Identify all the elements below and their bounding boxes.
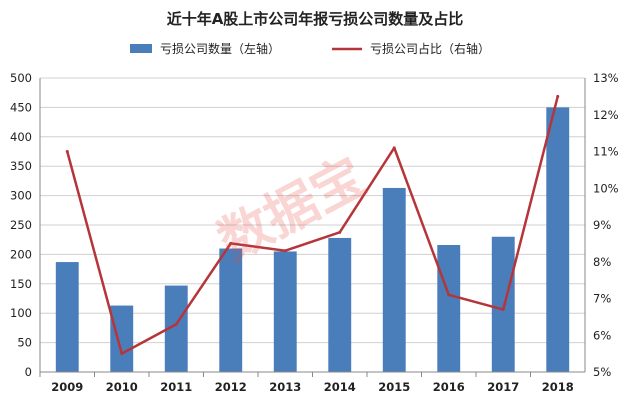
x-tick-label: 2010 bbox=[106, 380, 138, 394]
y-right-tick-label: 11% bbox=[593, 145, 619, 159]
y-left-tick-label: 350 bbox=[10, 159, 32, 173]
line-path bbox=[66, 96, 559, 355]
bar bbox=[164, 285, 188, 372]
line-point bbox=[392, 146, 396, 150]
legend-swatch-bar bbox=[130, 44, 152, 53]
bar bbox=[55, 262, 79, 372]
x-tick-label: 2017 bbox=[487, 380, 519, 394]
x-tick-label: 2012 bbox=[215, 380, 247, 394]
y-axis-right: 5% 6% 7% 8% 9% 10% 11% 12% 13% bbox=[593, 71, 619, 379]
y-left-tick-label: 500 bbox=[10, 71, 32, 85]
bar-series bbox=[55, 107, 570, 373]
bar bbox=[491, 236, 515, 372]
y-left-tick-label: 100 bbox=[10, 306, 32, 320]
line-point bbox=[229, 241, 233, 245]
y-left-tick-label: 250 bbox=[10, 218, 32, 232]
x-axis: 2009 2010 2011 2012 2013 2014 2015 2016 2017 2018 bbox=[39, 372, 574, 394]
y-left-tick-label: 150 bbox=[10, 277, 32, 291]
bar bbox=[328, 237, 352, 372]
y-left-tick-label: 400 bbox=[10, 130, 32, 144]
y-left-tick-label: 450 bbox=[10, 100, 32, 114]
line-series bbox=[65, 94, 560, 356]
y-left-tick-label: 50 bbox=[17, 336, 32, 350]
y-right-tick-label: 8% bbox=[593, 255, 611, 269]
y-right-tick-label: 12% bbox=[593, 108, 619, 122]
bar bbox=[219, 248, 243, 372]
y-left-tick-label: 0 bbox=[25, 365, 32, 379]
y-axis-left: 0 50 100 150 200 250 300 350 400 450 500 bbox=[10, 71, 32, 379]
x-tick-label: 2009 bbox=[51, 380, 83, 394]
bar bbox=[546, 107, 570, 373]
y-right-tick-label: 13% bbox=[593, 71, 619, 85]
legend-label-bar: 亏损公司数量（左轴） bbox=[160, 41, 280, 56]
y-right-tick-label: 10% bbox=[593, 181, 619, 195]
y-right-tick-label: 9% bbox=[593, 218, 611, 232]
bar bbox=[437, 244, 461, 372]
line-point bbox=[447, 293, 451, 297]
y-left-tick-label: 200 bbox=[10, 247, 32, 261]
chart-title: 近十年A股上市公司年报亏损公司数量及占比 bbox=[167, 10, 464, 28]
y-right-tick-label: 7% bbox=[593, 292, 611, 306]
x-tick-label: 2014 bbox=[324, 380, 356, 394]
y-right-tick-label: 6% bbox=[593, 328, 611, 342]
bar bbox=[110, 305, 134, 372]
bar bbox=[382, 187, 406, 372]
x-tick-label: 2015 bbox=[378, 380, 410, 394]
x-tick-label: 2011 bbox=[160, 380, 192, 394]
y-left-tick-label: 300 bbox=[10, 189, 32, 203]
legend: 亏损公司数量（左轴） 亏损公司占比（右轴） bbox=[130, 41, 490, 56]
x-tick-label: 2018 bbox=[542, 380, 574, 394]
line-point bbox=[174, 322, 178, 326]
y-right-tick-label: 5% bbox=[593, 365, 611, 379]
line-point bbox=[501, 308, 505, 312]
x-tick-label: 2013 bbox=[269, 380, 301, 394]
line-point bbox=[338, 230, 342, 234]
line-point bbox=[65, 150, 69, 153]
line-point bbox=[120, 352, 124, 356]
x-tick-label: 2016 bbox=[433, 380, 465, 394]
legend-label-line: 亏损公司占比（右轴） bbox=[370, 41, 490, 56]
bar bbox=[273, 251, 297, 372]
line-point bbox=[556, 94, 560, 98]
line-point bbox=[283, 249, 287, 253]
